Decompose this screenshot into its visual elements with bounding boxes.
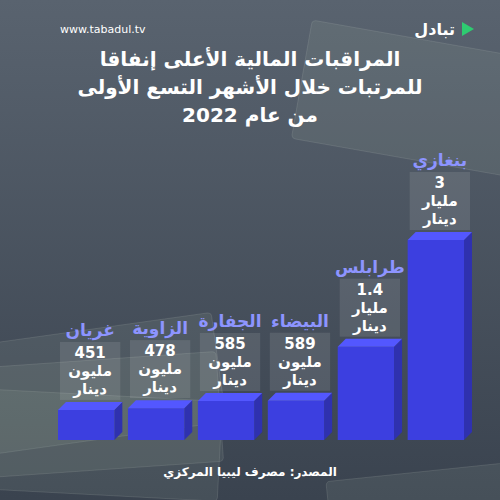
label-panel (270, 333, 330, 391)
source: المصدر: مصرف ليبيا المركزي (163, 465, 337, 479)
bar-top (198, 393, 262, 401)
bar-side (464, 232, 472, 440)
bar (128, 400, 192, 440)
data-label-line: دينار (422, 210, 457, 228)
background-bill (0, 389, 222, 500)
data-label-line: 589 (284, 335, 315, 353)
bar-side (324, 393, 332, 440)
data-label-line: مليون (68, 362, 112, 380)
data-label-line: مليون (278, 353, 322, 371)
bar (268, 393, 332, 440)
data-label: 589مليوندينار (278, 335, 322, 389)
title: المراقبات المالية الأعلى إنفاقا للمرتبات … (77, 46, 422, 127)
label-panel (200, 333, 260, 391)
labels: 3مليارديناربنغازي1.4ملياردينارطرابلس589م… (60, 150, 470, 400)
data-label-line: دينار (352, 317, 387, 335)
data-label: 3ملياردينار (421, 174, 458, 228)
bar-front (198, 401, 254, 440)
label-panel (130, 340, 190, 398)
data-label: 1.4ملياردينار (351, 281, 388, 335)
data-label: 585مليوندينار (208, 335, 252, 389)
category-label: الجفارة (199, 311, 262, 331)
bar (408, 232, 472, 440)
data-label-line: مليار (351, 299, 388, 317)
chart-root: www.tabadul.tv تبادل المراقبات المالية الأ… (0, 0, 500, 500)
data-label-line: دينار (212, 371, 247, 389)
bar-front (58, 410, 114, 440)
data-label-line: 1.4 (357, 281, 384, 299)
data-label: 478مليوندينار (138, 342, 182, 396)
data-label-line: 478 (144, 342, 175, 360)
bar-front (338, 347, 394, 440)
bar-top (408, 232, 472, 240)
bar-front (128, 408, 184, 440)
title-line: من عام 2022 (182, 103, 318, 127)
bar-top (58, 402, 122, 410)
data-label-line: دينار (72, 380, 107, 398)
bar-front (268, 401, 324, 440)
data-label-line: مليون (138, 360, 182, 378)
bars (58, 232, 472, 440)
bar (58, 402, 122, 440)
bar-side (394, 339, 402, 440)
background-money (0, 20, 500, 500)
bar-top (268, 393, 332, 401)
label-panel (340, 279, 400, 337)
data-label-line: دينار (282, 371, 317, 389)
title-line: المراقبات المالية الأعلى إنفاقا (100, 46, 401, 71)
category-label: البيضاء (271, 311, 329, 331)
data-label-line: 585 (214, 335, 245, 353)
bar-top (338, 339, 402, 347)
background-bill (326, 459, 500, 500)
label-panel (410, 172, 470, 230)
data-label-line: مليون (208, 353, 252, 371)
data-label: 451مليوندينار (68, 344, 112, 398)
title-line: للمرتبات خلال الأشهر التسع الأولى (77, 74, 422, 99)
website: www.tabadul.tv (60, 23, 146, 36)
bar (338, 339, 402, 440)
background-bill (291, 20, 500, 180)
bar-top (128, 400, 192, 408)
category-label: غريان (65, 320, 114, 341)
category-label: بنغازي (412, 150, 467, 171)
label-panel (60, 342, 120, 400)
data-label-line: 451 (75, 344, 106, 362)
chart-svg: www.tabadul.tv تبادل المراقبات المالية الأ… (0, 0, 500, 500)
logo: تبادل (414, 20, 455, 39)
category-label: طرابلس (335, 257, 405, 278)
bar-side (254, 393, 262, 440)
category-label: الزاوية (132, 318, 188, 339)
data-label-line: مليار (421, 192, 458, 210)
bar-front (408, 240, 464, 440)
bar (198, 393, 262, 440)
logo-icon (462, 22, 474, 36)
data-label-line: 3 (435, 174, 445, 192)
data-label-line: دينار (142, 378, 177, 396)
